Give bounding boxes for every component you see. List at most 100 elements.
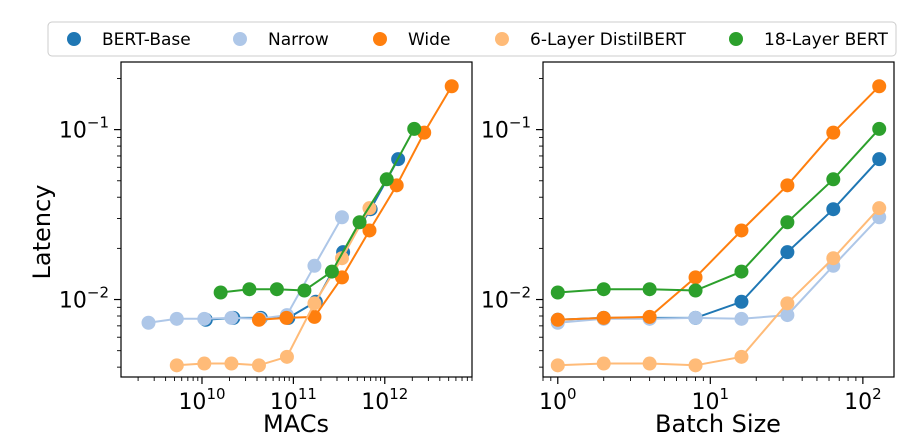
legend-marker-6-layer-distilbert	[495, 32, 509, 46]
batch-size-y-tick-label: 10−2	[481, 284, 531, 314]
y-axis-label: Latency	[28, 185, 56, 280]
batch-size-point-wide	[734, 223, 749, 238]
macs-point-18-layer-bert	[379, 172, 394, 187]
batch-size-line-narrow	[557, 216, 880, 324]
batch-size-point-18-layer-bert	[642, 282, 657, 297]
macs-point-18-layer-bert	[352, 215, 367, 230]
legend-marker-narrow	[233, 32, 247, 46]
macs-axes-frame	[120, 61, 473, 378]
macs-point-6-layer-distilbert	[169, 358, 184, 373]
batch-size-point-18-layer-bert	[826, 172, 841, 187]
batch-size-point-6-layer-distilbert	[688, 358, 703, 373]
macs-point-6-layer-distilbert	[251, 358, 266, 373]
legend-label-wide: Wide	[408, 30, 450, 50]
legend-marker-bert-base	[67, 32, 81, 46]
batch-size-point-narrow	[780, 308, 795, 323]
macs-point-18-layer-bert	[407, 121, 422, 136]
macs-point-wide	[307, 309, 322, 324]
macs-point-18-layer-bert	[269, 282, 284, 297]
batch-size-point-6-layer-distilbert	[642, 356, 657, 371]
batch-size-point-18-layer-bert	[872, 121, 887, 136]
legend-entry-bert-base: BERT-Base	[67, 30, 191, 50]
macs-point-narrow	[197, 311, 212, 326]
batch-size-point-18-layer-bert	[550, 285, 565, 300]
legend: BERT-Base Narrow Wide 6-Layer DistilBERT 18-…	[47, 21, 897, 57]
legend-label-18-layer-bert: 18-Layer BERT	[764, 30, 889, 50]
batch-size-point-bert-base	[734, 294, 749, 309]
batch-size-axis-ticks: 100 101 102 10−2 10−1	[481, 78, 882, 415]
macs-point-6-layer-distilbert	[307, 296, 322, 311]
macs-point-6-layer-distilbert	[279, 349, 294, 364]
macs-series	[141, 79, 459, 373]
batch-size-point-wide	[780, 178, 795, 193]
macs-point-narrow	[141, 315, 156, 330]
batch-size-point-wide	[550, 312, 565, 327]
batch-size-panel: 100 101 102 10−2 10−1 Batch Size	[481, 61, 895, 438]
batch-size-point-18-layer-bert	[734, 264, 749, 279]
macs-axis-ticks: 1010 1011 1012 10−2 10−1	[59, 78, 473, 415]
batch-size-point-wide	[596, 310, 611, 325]
batch-size-point-bert-base	[826, 202, 841, 217]
legend-entries: BERT-Base Narrow Wide 6-Layer DistilBERT 18-…	[67, 30, 889, 50]
batch-size-point-bert-base	[780, 245, 795, 260]
legend-entry-narrow: Narrow	[233, 30, 329, 50]
macs-point-narrow	[334, 210, 349, 225]
batch-size-point-6-layer-distilbert	[780, 296, 795, 311]
batch-size-axes-frame	[542, 61, 895, 378]
macs-point-18-layer-bert	[297, 283, 312, 298]
macs-x-tick-label: 1010	[178, 385, 225, 415]
macs-point-18-layer-bert	[324, 264, 339, 279]
batch-size-point-wide	[826, 125, 841, 140]
macs-point-18-layer-bert	[242, 282, 257, 297]
legend-entry-6-layer-distilbert: 6-Layer DistilBERT	[495, 30, 687, 50]
legend-label-6-layer-distilbert: 6-Layer DistilBERT	[530, 30, 687, 50]
macs-y-tick-label: 10−1	[59, 114, 109, 144]
batch-size-x-tick-label: 101	[692, 385, 730, 415]
batch-size-point-wide	[872, 79, 887, 94]
batch-size-point-18-layer-bert	[780, 215, 795, 230]
batch-size-point-6-layer-distilbert	[596, 356, 611, 371]
macs-point-wide	[444, 79, 459, 94]
macs-y-tick-label: 10−2	[59, 284, 109, 314]
batch-size-point-6-layer-distilbert	[550, 358, 565, 373]
macs-series-18-layer-bert	[213, 121, 422, 300]
batch-size-point-wide	[642, 309, 657, 324]
batch-size-point-6-layer-distilbert	[826, 251, 841, 266]
batch-size-line-18-layer-bert	[557, 128, 880, 294]
macs-point-6-layer-distilbert	[224, 356, 239, 371]
legend-entry-wide: Wide	[373, 30, 450, 50]
batch-size-point-narrow	[734, 311, 749, 326]
legend-label-bert-base: BERT-Base	[102, 30, 191, 50]
macs-series-wide	[251, 79, 459, 327]
macs-point-narrow	[307, 258, 322, 273]
macs-x-tick-label: 1011	[270, 385, 317, 415]
batch-size-x-tick-label: 100	[539, 385, 577, 415]
batch-size-series-wide	[550, 79, 887, 327]
macs-x-axis-label: MACs	[263, 410, 329, 438]
macs-point-wide	[251, 312, 266, 327]
macs-point-narrow	[224, 310, 239, 325]
macs-point-6-layer-distilbert	[197, 356, 212, 371]
macs-panel: 1010 1011 1012 10−2 10−1 MACs	[59, 61, 473, 438]
batch-size-point-6-layer-distilbert	[872, 201, 887, 216]
legend-frame	[47, 21, 897, 57]
batch-size-point-bert-base	[872, 152, 887, 167]
batch-size-point-wide	[688, 270, 703, 285]
macs-series-6-layer-distilbert	[169, 201, 377, 373]
batch-size-point-6-layer-distilbert	[734, 349, 749, 364]
legend-label-narrow: Narrow	[268, 30, 329, 50]
legend-entry-18-layer-bert: 18-Layer BERT	[729, 30, 889, 50]
batch-size-line-wide	[557, 85, 880, 321]
macs-point-narrow	[169, 311, 184, 326]
batch-size-series	[550, 79, 887, 373]
batch-size-series-18-layer-bert	[550, 121, 887, 300]
legend-marker-wide	[373, 32, 387, 46]
macs-point-18-layer-bert	[213, 285, 228, 300]
batch-size-point-narrow	[688, 310, 703, 325]
batch-size-y-tick-label: 10−1	[481, 114, 531, 144]
macs-x-tick-label: 1012	[361, 385, 408, 415]
batch-size-line-6-layer-distilbert	[557, 207, 880, 367]
legend-marker-18-layer-bert	[729, 32, 743, 46]
